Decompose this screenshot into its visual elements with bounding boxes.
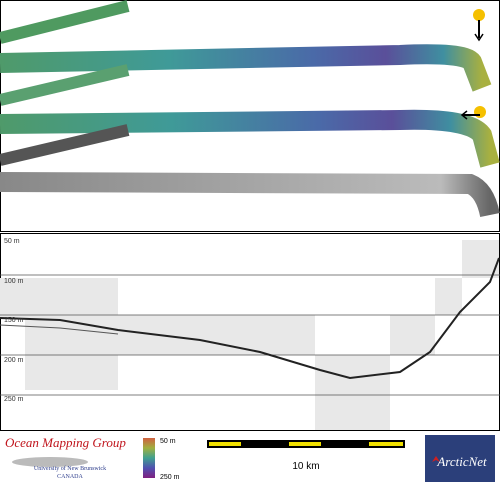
logo-country: CANADA xyxy=(57,474,83,480)
markers xyxy=(460,9,486,120)
seabed-profile xyxy=(0,257,500,380)
depth-label: 250 m xyxy=(4,396,24,403)
depth-label: 100 m xyxy=(4,278,24,285)
colorbar-top: 50 m xyxy=(160,438,176,445)
logo-title: Ocean Mapping Group xyxy=(5,435,126,450)
depth-label: 150 m xyxy=(4,317,24,324)
colorbar-bottom: 250 m xyxy=(160,474,180,481)
colorbar xyxy=(143,438,155,478)
leaf xyxy=(432,456,440,462)
scale-bar xyxy=(207,440,405,448)
depth-label: 50 m xyxy=(4,238,20,245)
subbottom-reflector xyxy=(0,324,119,335)
logo-university: University of New Brunswick xyxy=(34,465,106,472)
logo-map xyxy=(12,457,88,467)
profile-blocks xyxy=(0,240,499,430)
swaths xyxy=(0,0,500,218)
scale-label: 10 km xyxy=(292,461,319,472)
depth-lines xyxy=(0,274,500,396)
depth-label: 200 m xyxy=(4,357,24,364)
partner-label: ArcticNet xyxy=(436,454,487,469)
